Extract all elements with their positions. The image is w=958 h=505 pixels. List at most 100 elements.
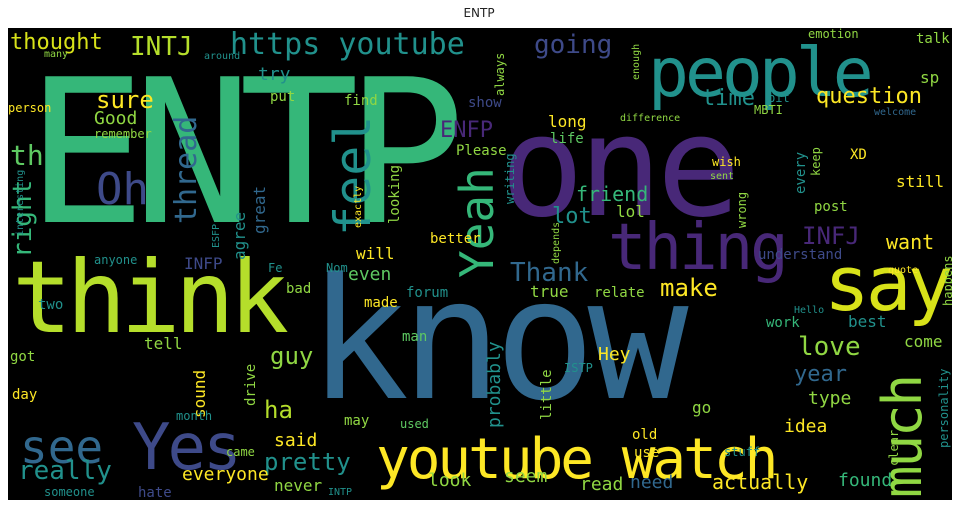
word-said: said — [274, 430, 318, 451]
word-keep: keep — [809, 147, 823, 176]
word-time: time — [702, 86, 755, 111]
word-really: really — [18, 456, 112, 486]
word-people: people — [648, 34, 874, 113]
word-type: type — [808, 388, 852, 409]
word-hey: Hey — [598, 344, 631, 365]
word-ha: ha — [264, 396, 293, 424]
word-two: two — [38, 297, 64, 313]
word-interesting: interesting — [15, 169, 26, 236]
word-enough: enough — [631, 43, 642, 80]
word-friend: friend — [576, 182, 649, 206]
word-year: year — [794, 362, 847, 387]
word-find: find — [344, 93, 378, 109]
word-may: may — [344, 413, 370, 429]
word-little: little — [539, 369, 555, 420]
word-depends: depends — [551, 221, 562, 264]
word-hate: hate — [138, 485, 172, 500]
word-use: use — [634, 445, 660, 461]
word-drive: drive — [243, 363, 259, 406]
word-will: will — [356, 244, 395, 263]
word-look: look — [428, 470, 472, 491]
word-around: around — [204, 51, 241, 62]
word-come: come — [904, 332, 943, 351]
word-intp: INTP — [328, 487, 353, 498]
word-put: put — [270, 89, 296, 105]
word-came: came — [226, 445, 255, 459]
word-man: man — [402, 329, 428, 345]
word-wish: wish — [712, 155, 741, 169]
word-quote: quote — [888, 265, 919, 276]
word-pretty: pretty — [264, 448, 351, 476]
word-cloud: ENTP one know think people thing say Yes… — [8, 28, 952, 500]
word-see: see — [20, 420, 104, 474]
word-question: question — [816, 84, 922, 109]
word-one: one — [500, 86, 741, 249]
word-bad: bad — [286, 281, 312, 297]
word-wrong: wrong — [735, 191, 749, 228]
word-actually: actually — [712, 470, 809, 494]
word-made: made — [364, 295, 398, 311]
word-enfp: ENFP — [440, 118, 493, 143]
word-happens: happens — [941, 255, 952, 306]
word-better: better — [430, 231, 481, 247]
word-hello: Hello — [794, 305, 825, 316]
word-know: know — [308, 242, 689, 438]
word-sp: sp — [920, 68, 940, 87]
word-life: life — [550, 131, 584, 147]
word-yes: Yes — [132, 411, 242, 485]
word-anyone: anyone — [94, 253, 138, 267]
word-idea: idea — [784, 416, 828, 437]
word-show: show — [468, 95, 502, 111]
word-fe: Fe — [268, 261, 283, 275]
word-great: great — [250, 185, 269, 234]
word-work: work — [766, 315, 800, 331]
word-nom: Nom — [326, 261, 348, 275]
word-https-youtube: https youtube — [230, 28, 465, 62]
word-love: love — [798, 332, 861, 362]
word-exactly: exactly — [353, 185, 364, 228]
word-relate: relate — [594, 285, 645, 301]
word-infp: INFP — [184, 254, 223, 273]
word-looking: looking — [387, 164, 403, 224]
word-yeah: Yeah — [450, 167, 504, 278]
word-th: th — [10, 139, 44, 172]
word-post: post — [814, 199, 848, 215]
word-used: used — [400, 417, 429, 431]
word-clear: clear — [887, 429, 901, 466]
word-infj: INFJ — [802, 222, 860, 250]
word-agree: agree — [230, 211, 249, 260]
word-oh: Oh — [96, 164, 149, 215]
word-thought: thought — [10, 30, 103, 55]
word-writing: writing — [503, 153, 517, 204]
word-seem: seem — [504, 466, 548, 487]
word-guy: guy — [270, 342, 314, 370]
word-try: try — [258, 64, 291, 85]
word-think: think — [12, 239, 289, 356]
word-going: going — [534, 30, 613, 60]
word-always: always — [493, 52, 507, 96]
word-thank: Thank — [510, 258, 589, 288]
word-never: never — [274, 476, 323, 495]
word-best: best — [848, 312, 887, 331]
word-youtube-watch: youtube watch — [376, 427, 778, 492]
word-stuff: stuff — [724, 445, 761, 459]
word-intj: INTJ — [130, 32, 193, 62]
word-long: long — [548, 112, 587, 131]
word-understand: understand — [758, 247, 843, 263]
word-personality: personality — [937, 368, 951, 448]
word-everyone: everyone — [182, 464, 269, 485]
word-make: make — [660, 274, 718, 302]
word-want: want — [886, 230, 935, 254]
word-forum: forum — [406, 285, 449, 301]
figure-title: ENTP — [463, 6, 495, 20]
word-xd: XD — [850, 147, 867, 163]
word-please: Please — [456, 143, 507, 159]
word-probably: probably — [484, 341, 505, 428]
word-need: need — [630, 472, 674, 493]
word-entp: ENTP — [26, 37, 466, 270]
word-many: many — [44, 49, 69, 60]
word-still: still — [896, 172, 945, 191]
word-read: read — [580, 474, 624, 495]
word-lot: lot — [552, 204, 592, 229]
word-got: got — [10, 349, 36, 365]
